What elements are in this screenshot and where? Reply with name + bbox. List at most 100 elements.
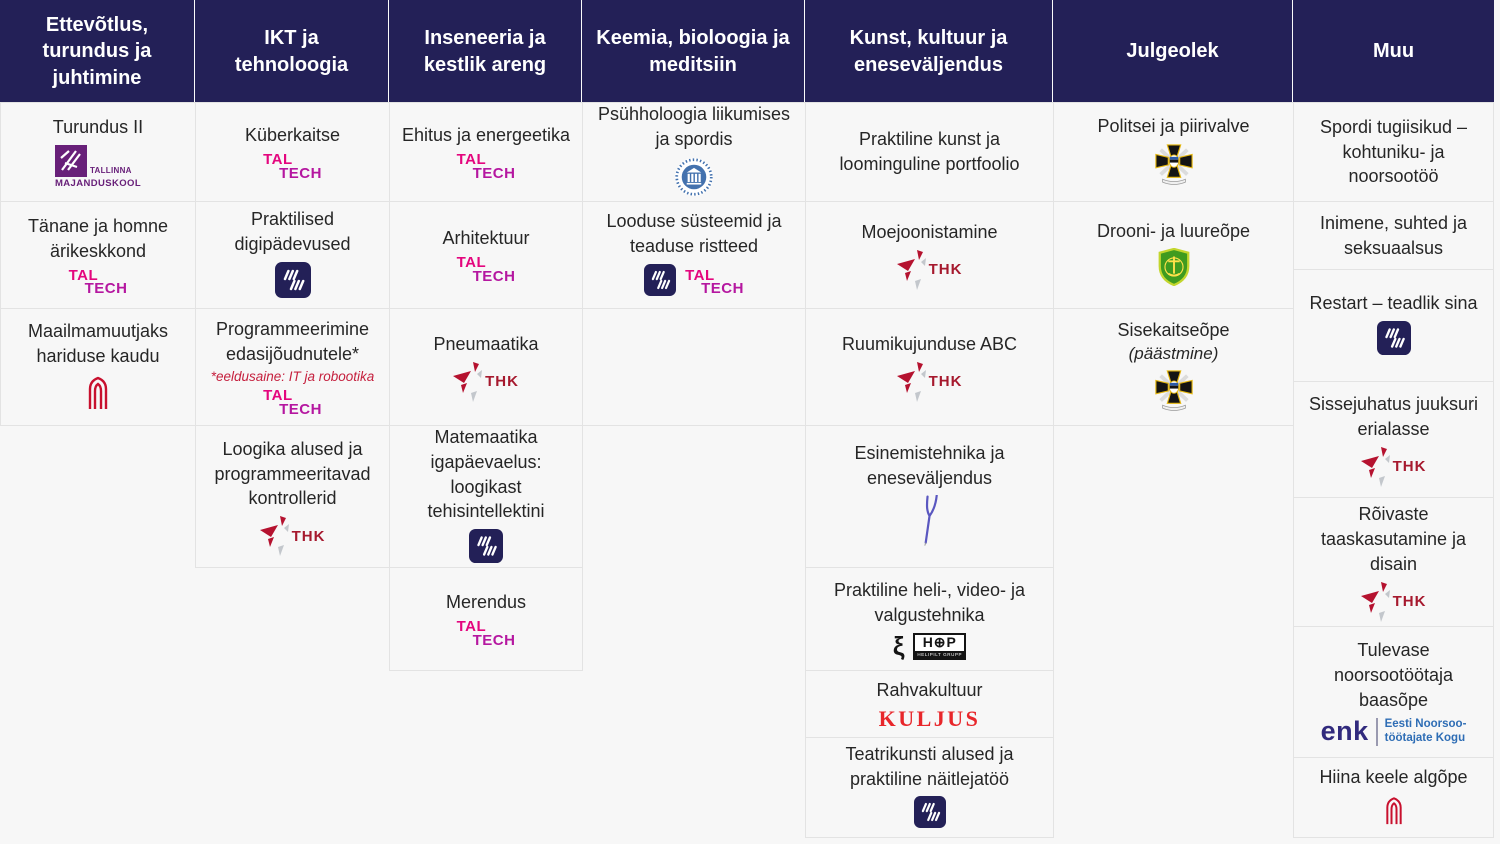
course-cell: Rahvakultuur KULJUS (805, 670, 1054, 738)
column-ikt: IKT ja tehnoloogia Küberkaitse TAL TECH P… (195, 0, 390, 568)
column-kunst: Kunst, kultuur ja eneseväljendus Praktil… (805, 0, 1054, 838)
course-cell: Ehitus ja energeetika TAL TECH (389, 102, 583, 202)
column-julgeolek: Julgeolek Politsei ja piirivalve Drooni-… (1053, 0, 1294, 426)
course-cell: Rõivaste taaskasutamine ja disain THK (1293, 497, 1494, 627)
column-ettevotlus: Ettevõtlus, turundus ja juhtimine Turund… (0, 0, 196, 426)
mm-logo-icon (469, 529, 503, 568)
course-title: Praktiline heli-, video- ja valgustehnik… (833, 580, 1026, 626)
course-cell: Loogika alused ja programmeeritavad kont… (195, 425, 390, 568)
taltech-logo: TAL TECH (456, 618, 516, 649)
course-cell: Merendus TAL TECH (389, 567, 583, 671)
course-title: Teatrikunsti alused ja praktiline näitle… (845, 743, 1014, 789)
course-title: Matemaatika igapäevaelus: loogikast tehi… (427, 426, 545, 522)
course-cell: Hiina keele algõpe (1293, 757, 1494, 838)
course-title: Maailmamuutjaks hariduse kaudu (27, 321, 169, 366)
course-cell: Ruumikujunduse ABC THK (805, 308, 1054, 426)
helipilt-grupp-logo: H⊕P HELIPILT GRUPP (913, 633, 967, 660)
course-cell: Spordi tugiisikud – kohtuniku- ja noorso… (1293, 102, 1494, 202)
mm-logo-icon (274, 261, 311, 303)
course-cell: Moejoonistamine THK (805, 201, 1054, 309)
course-title: Programmeerimine edasijõudnutele* (215, 319, 370, 365)
course-cell: Sissejuhatus juuksuri erialasse THK (1293, 381, 1494, 498)
course-title: Sisekaitseõpe (1117, 320, 1230, 341)
course-title: Spordi tugiisikud – kohtuniku- ja noorso… (1319, 116, 1468, 187)
thk-logo: THK (1360, 446, 1427, 487)
course-cell: Drooni- ja luureõpe (1053, 201, 1294, 309)
course-title: Loogika alused ja programmeeritavad kont… (214, 438, 371, 509)
column-header: Ettevõtlus, turundus ja juhtimine (0, 0, 196, 103)
logo-row: TALLINNA MAJANDUSKOOL (54, 144, 141, 189)
thk-logo: THK (896, 249, 963, 290)
course-title: Esinemistehnika ja eneseväljendus (854, 442, 1005, 488)
thk-logo: THK (1360, 581, 1427, 622)
course-title: Tänane ja homne ärikeskkond (27, 215, 169, 261)
tartu-ulikool-seal-icon (674, 157, 714, 202)
course-title: Praktiline kunst ja loominguline portfoo… (839, 129, 1020, 174)
course-title: Moejoonistamine (861, 222, 998, 243)
course-title: Merendus (445, 592, 527, 613)
red-arch-icon (85, 374, 111, 415)
course-cell: Teatrikunsti alused ja praktiline näitle… (805, 737, 1054, 838)
thk-star-icon (1360, 581, 1390, 622)
course-cell: Maailmamuutjaks hariduse kaudu (0, 308, 196, 426)
green-shield-badge-icon (1157, 248, 1191, 291)
mm-logo-icon (644, 263, 677, 301)
course-title: Drooni- ja luureõpe (1096, 220, 1251, 241)
course-title: Hiina keele algõpe (1319, 767, 1468, 788)
sisekaitseakadeemia-badge-icon (1154, 369, 1194, 416)
kuljus-logo: KULJUS (878, 705, 981, 731)
column-muu: Muu Spordi tugiisikud – kohtuniku- ja no… (1293, 0, 1494, 838)
column-header: Julgeolek (1053, 0, 1294, 103)
mm-logo-icon (913, 796, 946, 833)
course-title: Ruumikujunduse ABC (841, 334, 1018, 355)
course-cell: Turundus II TALLINNA MAJANDUSKOOL (0, 102, 196, 202)
taltech-logo: TAL TECH (685, 266, 744, 298)
course-title: Looduse süsteemid ja teaduse ristteed (606, 211, 782, 256)
logo-row: ξ H⊕P HELIPILT GRUPP (893, 633, 967, 660)
course-cell: Tulevase noorsootöötaja baasõpe enk Eest… (1293, 626, 1494, 758)
taltech-logo: TAL TECH (68, 266, 128, 298)
course-title: Tulevase noorsootöötaja baasõpe (1333, 640, 1454, 710)
tallinna-majanduskool-logo: TALLINNA MAJANDUSKOOL (54, 144, 141, 189)
course-cell: Inimene, suhted ja seksuaalsus (1293, 201, 1494, 270)
course-cell: Restart – teadlik sina (1293, 269, 1494, 382)
course-cell: Programmeerimine edasijõudnutele* *eeldu… (195, 308, 390, 426)
course-title: Ehitus ja energeetika (401, 125, 571, 146)
thk-star-icon (896, 361, 926, 402)
thk-star-icon (453, 361, 483, 402)
course-cell: Looduse süsteemid ja teaduse ristteed TA… (582, 201, 806, 309)
course-cell: Praktiline heli-, video- ja valgustehnik… (805, 567, 1054, 671)
red-arch-icon (1383, 795, 1405, 830)
course-cell: Sisekaitseõpe (päästmine) (1053, 308, 1294, 426)
course-cell: Esinemistehnika ja eneseväljendus (805, 425, 1054, 568)
column-header: Kunst, kultuur ja eneseväljendus (805, 0, 1054, 103)
course-title: Küberkaitse (244, 125, 341, 146)
course-cell: Politsei ja piirivalve (1053, 102, 1294, 202)
enk-logo: enk Eesti Noorsoo-töötajate Kogu (1320, 716, 1467, 747)
course-cell: Pneumaatika THK (389, 308, 583, 426)
enk-divider (1375, 717, 1378, 746)
course-note: *eeldusaine: IT ja robootika (210, 369, 375, 385)
course-cell: Arhitektuur TAL TECH (389, 201, 583, 309)
logo-row: TAL TECH (644, 263, 744, 301)
course-title: Turundus II (52, 117, 144, 138)
thk-star-icon (1360, 446, 1390, 487)
course-title: Inimene, suhted ja seksuaalsus (1319, 212, 1468, 258)
taltech-logo: TAL TECH (456, 151, 516, 182)
course-cell: Praktilised digipädevused (195, 201, 390, 309)
thk-logo: THK (896, 361, 963, 402)
thk-star-icon (259, 516, 289, 557)
course-cell: Küberkaitse TAL TECH (195, 102, 390, 202)
thk-logo: THK (259, 516, 326, 557)
column-header: Muu (1293, 0, 1494, 103)
course-title: Pneumaatika (433, 334, 539, 355)
thk-star-icon (896, 249, 926, 290)
column-header: IKT ja tehnoloogia (195, 0, 390, 103)
course-title: Restart – teadlik sina (1309, 293, 1478, 314)
column-header: Keemia, bioloogia ja meditsiin (582, 0, 806, 103)
course-cell: Praktiline kunst ja loominguline portfoo… (805, 102, 1054, 202)
column-keemia: Keemia, bioloogia ja meditsiin Psühholoo… (582, 0, 806, 426)
course-cell: Matemaatika igapäevaelus: loogikast tehi… (389, 425, 583, 568)
course-title: Politsei ja piirivalve (1097, 115, 1250, 136)
